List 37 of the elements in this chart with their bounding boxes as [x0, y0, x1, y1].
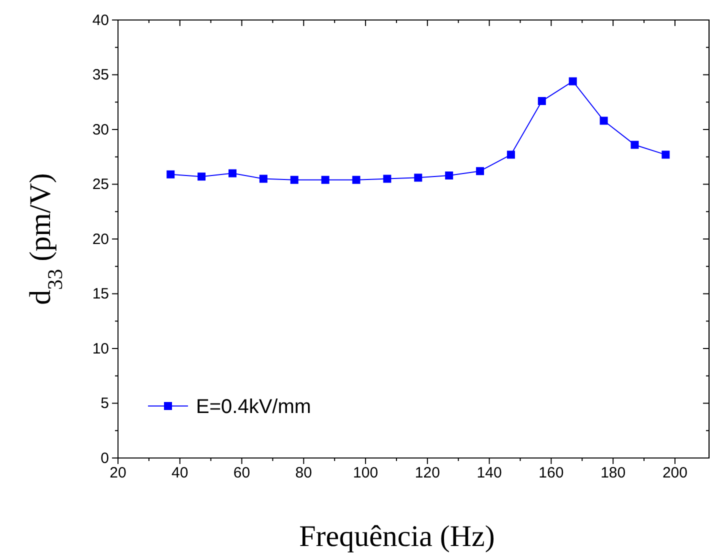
- y-tick-label: 20: [92, 230, 109, 248]
- y-tick-label: 5: [100, 395, 109, 412]
- x-tick-label: 160: [538, 464, 564, 482]
- y-tick-label: 35: [92, 66, 109, 84]
- point: [600, 116, 608, 125]
- x-tick-label: 100: [353, 464, 378, 482]
- y-tick-label: 40: [92, 12, 109, 29]
- x-tick-label: 200: [662, 464, 688, 482]
- point: [352, 176, 360, 184]
- x-tick-label: 40: [172, 464, 188, 482]
- point: [290, 176, 298, 184]
- y-tick-label: 25: [92, 176, 109, 194]
- point: [259, 174, 268, 183]
- point: [568, 77, 577, 86]
- x-tick-label: 180: [600, 464, 626, 482]
- y-tick-label: 0: [100, 450, 109, 467]
- x-tick-label: 120: [414, 464, 440, 482]
- point: [445, 171, 454, 180]
- point: [321, 176, 330, 184]
- point: [414, 174, 422, 182]
- point: [506, 150, 515, 159]
- y-tick-label: 30: [92, 121, 109, 138]
- point: [198, 172, 206, 181]
- point: [166, 170, 175, 178]
- point: [228, 169, 236, 178]
- x-axis-title: Frequência (Hz): [299, 520, 495, 553]
- point: [662, 150, 670, 159]
- point: [383, 174, 392, 183]
- legend-label: E=0.4kV/mm: [196, 396, 312, 418]
- point: [476, 167, 484, 176]
- point: [538, 97, 546, 106]
- x-tick-label: 60: [233, 464, 250, 482]
- y-tick-label: 15: [92, 286, 109, 303]
- x-tick-label: 80: [295, 464, 312, 482]
- y-tick-label: 10: [92, 340, 109, 358]
- point: [630, 140, 639, 149]
- x-tick-label: 140: [476, 464, 502, 482]
